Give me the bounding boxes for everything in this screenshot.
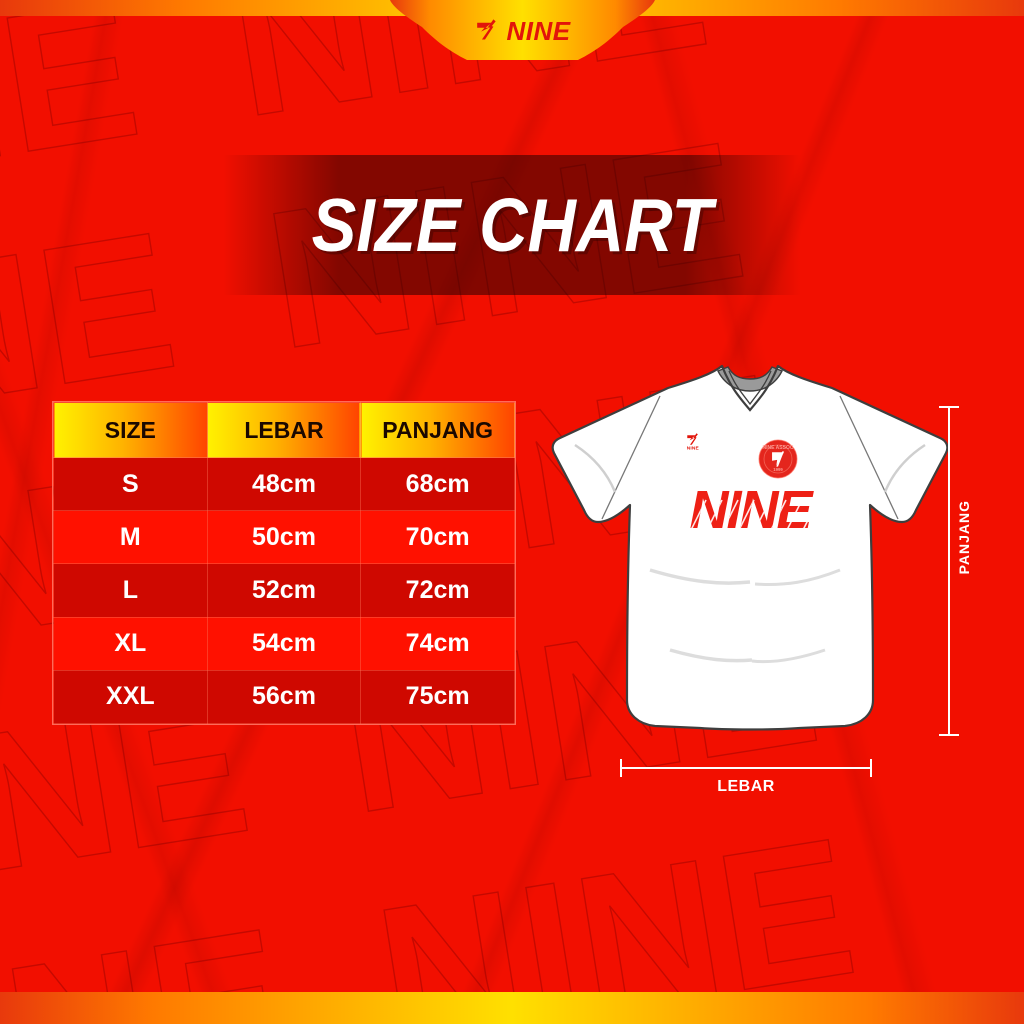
svg-text:1999: 1999: [773, 467, 783, 472]
svg-text:NINE: NINE: [687, 445, 699, 451]
svg-text:NINE ASSOC: NINE ASSOC: [763, 445, 794, 451]
svg-text:NINE: NINE: [689, 480, 814, 540]
